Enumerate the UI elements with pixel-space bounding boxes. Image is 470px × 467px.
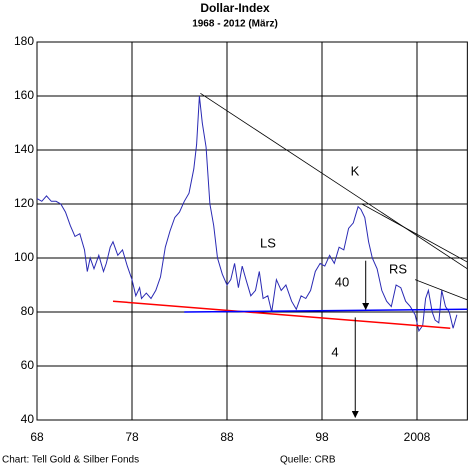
y-tick-label: 40 xyxy=(21,412,35,426)
x-tick-label: 68 xyxy=(30,430,44,444)
annotation: 40 xyxy=(335,274,349,289)
y-tick-label: 60 xyxy=(21,358,35,372)
y-tick-label: 80 xyxy=(21,304,35,318)
annotation: LS xyxy=(260,235,276,250)
trend-line xyxy=(361,203,468,263)
y-tick-label: 160 xyxy=(14,88,34,102)
y-tick-label: 120 xyxy=(14,196,34,210)
x-tick-label: 88 xyxy=(220,430,234,444)
footer-right: Quelle: CRB xyxy=(280,455,336,466)
annotation: 4 xyxy=(331,344,338,359)
trend-line xyxy=(184,308,468,313)
footer-left: Chart: Tell Gold & Silber Fonds xyxy=(2,455,139,466)
annotation: RS xyxy=(389,261,407,276)
y-tick-label: 140 xyxy=(14,142,34,156)
chart-subtitle: 1968 - 2012 (März) xyxy=(192,19,278,30)
x-tick-label: 2008 xyxy=(404,430,431,444)
data-line xyxy=(36,95,458,333)
plot-border xyxy=(36,41,468,421)
trend-line xyxy=(200,92,468,270)
annotation: K xyxy=(351,163,360,178)
x-tick-label: 78 xyxy=(125,430,139,444)
trend-line xyxy=(112,300,451,329)
x-tick-label: 98 xyxy=(315,430,329,444)
chart-title: Dollar-Index xyxy=(200,1,270,15)
y-tick-label: 100 xyxy=(14,250,34,264)
trend-line xyxy=(414,279,468,301)
y-tick-label: 180 xyxy=(14,34,34,48)
